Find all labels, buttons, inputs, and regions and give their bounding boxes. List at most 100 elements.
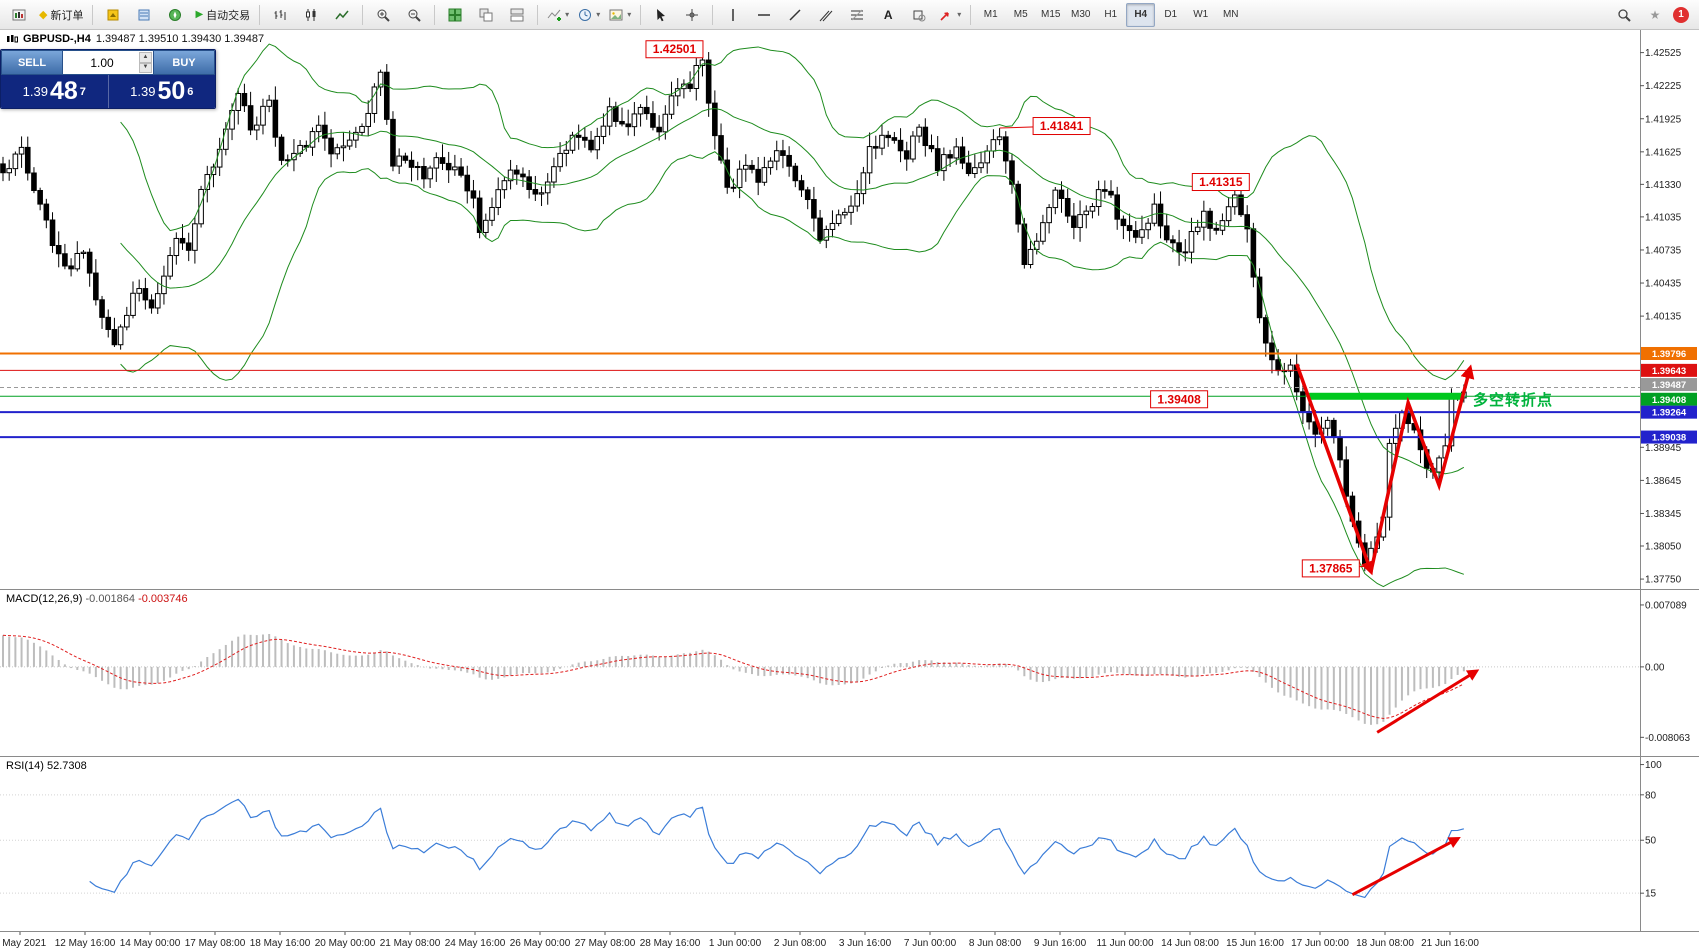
chart-surface[interactable] <box>0 30 1640 931</box>
drawn-arrow <box>1351 837 1461 897</box>
volume-down-button[interactable]: ▼ <box>139 62 152 73</box>
chart-area[interactable]: 1.42501 1.41841 1.41315 1.39408 1.37865 1.425… <box>0 30 1699 951</box>
indicators-icon[interactable]: ▾ <box>543 2 573 28</box>
time-tick-label: 9 Jun 16:00 <box>1034 938 1087 949</box>
autotrading-button[interactable]: ▶ 自动交易 <box>191 3 254 27</box>
time-axis[interactable]: 1 May 2021 12 May 16:00 14 May 00:00 17 May… <box>0 932 1479 949</box>
volume-up-button[interactable]: ▲ <box>139 52 152 63</box>
annotation-text: 1.37865 <box>1309 561 1353 575</box>
market-watch-icon[interactable] <box>98 2 128 28</box>
dropdown-caret: ▾ <box>957 10 962 19</box>
timeframe-m1[interactable]: M1 <box>983 9 998 20</box>
rsi-tick-label: 15 <box>1645 889 1657 900</box>
price-tick-label: 1.40135 <box>1645 312 1682 323</box>
tile-windows-icon[interactable] <box>440 2 470 28</box>
zoom-out-icon[interactable] <box>399 2 429 28</box>
price-tag-text: 1.39038 <box>1652 433 1686 444</box>
candlestick-chart-icon[interactable] <box>296 2 326 28</box>
drawn-arrow <box>1369 364 1475 572</box>
timeframe-h4[interactable]: H4 <box>1126 2 1156 27</box>
text-icon[interactable]: A <box>883 7 893 22</box>
pivot-band[interactable] <box>1309 392 1464 400</box>
annotation-box <box>1032 117 1091 136</box>
notification-badge[interactable]: 1 <box>1673 6 1689 23</box>
price-levels[interactable] <box>0 352 1640 439</box>
data-window-icon[interactable] <box>129 2 159 28</box>
search-icon[interactable] <box>1609 2 1639 28</box>
timeframe-m30[interactable]: M30 <box>1071 9 1091 20</box>
buy-price[interactable]: 1.39 50 6 <box>107 75 216 108</box>
trendline-icon[interactable] <box>780 2 810 28</box>
shapes-icon[interactable] <box>904 2 934 28</box>
chart-window-icon[interactable] <box>4 2 34 28</box>
sell-price-pips: 48 <box>49 77 78 105</box>
vertical-line-icon[interactable] <box>718 2 748 28</box>
symbol-name: GBPUSD-,H4 <box>23 33 91 45</box>
price-tick-label: 1.38645 <box>1645 476 1682 487</box>
toolbar-separator <box>537 4 539 25</box>
sell-price-point: 7 <box>79 85 86 98</box>
sell-price[interactable]: 1.39 48 7 <box>1 75 108 108</box>
macd-indicator-label: MACD(12,26,9) -0.001864 -0.003746 <box>6 593 188 605</box>
annotation-text: 1.42501 <box>653 42 697 56</box>
bollinger-lower <box>120 151 1465 588</box>
time-tick-label: 21 May 08:00 <box>380 938 441 949</box>
line-chart-icon[interactable] <box>327 2 357 28</box>
crosshair-icon[interactable] <box>677 2 707 28</box>
trend-arrows[interactable] <box>1295 363 1480 897</box>
periods-icon[interactable]: ▾ <box>574 2 604 28</box>
cursor-icon[interactable] <box>646 2 676 28</box>
rsi-tick-label: 80 <box>1645 790 1657 801</box>
favorites-icon[interactable]: ★ <box>1649 7 1661 22</box>
time-tick-label: 27 May 08:00 <box>575 938 636 949</box>
timeframe-d1[interactable]: D1 <box>1164 9 1178 20</box>
autotrading-icon: ▶ <box>195 9 204 20</box>
volume-input[interactable] <box>63 51 153 74</box>
new-order-button[interactable]: ◆ 新订单 <box>35 3 87 27</box>
price-axis[interactable]: 1.42525 1.42225 1.41925 1.41625 1.41330 1.410… <box>1640 48 1697 900</box>
horizontal-line-icon[interactable] <box>749 2 779 28</box>
cascade-windows-icon[interactable] <box>471 2 501 28</box>
timeframe-m15[interactable]: M15 <box>1041 9 1061 20</box>
zoom-in-icon[interactable] <box>368 2 398 28</box>
buy-price-big-figure: 1.39 <box>130 84 156 99</box>
templates-icon[interactable]: ▾ <box>605 2 635 28</box>
rsi-tick-label: 100 <box>1645 760 1662 771</box>
time-tick-label: 11 Jun 00:00 <box>1096 938 1154 949</box>
ohlc-values: 1.39487 1.39510 1.39430 1.39487 <box>95 33 265 45</box>
price-tick-label: 1.42225 <box>1645 81 1682 92</box>
dropdown-caret: ▾ <box>627 10 632 19</box>
sell-button[interactable]: SELL <box>1 50 63 75</box>
macd-value: -0.001864 <box>85 593 136 605</box>
price-tick-label: 1.41330 <box>1645 180 1682 191</box>
bollinger-bands <box>120 43 1465 588</box>
time-tick-label: 1 Jun 00:00 <box>709 938 762 949</box>
price-tag-text: 1.39643 <box>1652 366 1686 377</box>
price-tag-1.39408 <box>1641 392 1697 406</box>
channel-icon[interactable] <box>811 2 841 28</box>
arrows-tool-icon[interactable]: ▾ <box>935 2 965 28</box>
annotation-text: 1.39408 <box>1157 392 1201 406</box>
timeframe-mn[interactable]: MN <box>1222 9 1239 20</box>
macd-tick-label: -0.008063 <box>1645 733 1690 744</box>
timeframe-h1[interactable]: H1 <box>1104 9 1118 20</box>
chart-symbol-title: GBPUSD-,H4 1.39487 1.39510 1.39430 1.394… <box>6 33 264 45</box>
navigator-icon[interactable] <box>160 2 190 28</box>
macd-tick-label: 0.007089 <box>1645 600 1687 611</box>
toolbar-separator <box>259 4 261 25</box>
fibonacci-icon[interactable] <box>842 2 872 28</box>
timeframe-m5[interactable]: M5 <box>1013 9 1028 20</box>
price-annotations[interactable]: 1.42501 1.41841 1.41315 1.39408 1.37865 <box>645 40 1365 578</box>
buy-button[interactable]: BUY <box>153 50 215 75</box>
volume-input-wrap: ▲ ▼ <box>63 50 153 75</box>
annotation-text: 1.41315 <box>1199 175 1243 189</box>
timeframe-w1[interactable]: W1 <box>1193 9 1209 20</box>
sell-price-big-figure: 1.39 <box>22 84 48 99</box>
price-tag-text: 1.39796 <box>1652 349 1686 360</box>
rsi-value: 52.7308 <box>46 760 87 772</box>
chart-canvas[interactable]: 1.425011.418411.413151.394081.378651.425… <box>0 30 1699 951</box>
arrange-windows-icon[interactable] <box>502 2 532 28</box>
price-tick-label: 1.41625 <box>1645 147 1682 158</box>
time-tick-label: 26 May 00:00 <box>510 938 571 949</box>
bar-chart-icon[interactable] <box>265 2 295 28</box>
